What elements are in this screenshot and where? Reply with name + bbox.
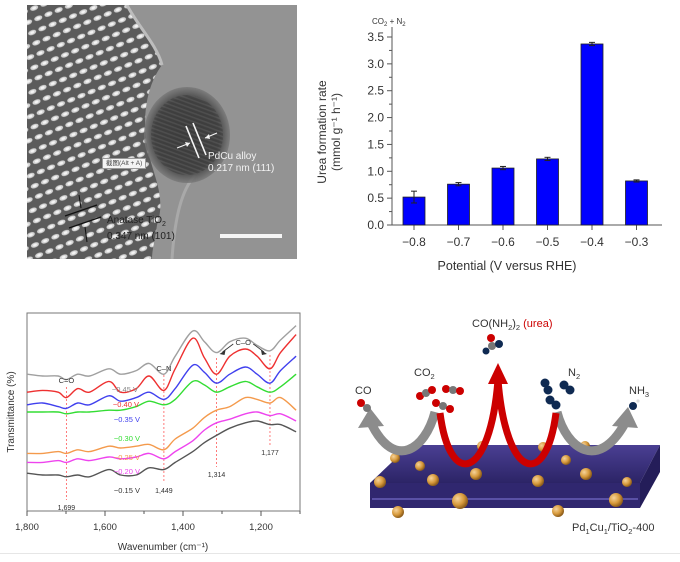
ir-series-line-1: [26, 334, 297, 399]
ir-series-line-5: [26, 411, 297, 464]
co-label: CO: [355, 385, 372, 397]
tem-micrograph-panel: PdCu alloy 0.217 nm (111) Anatase TiO2 0…: [27, 5, 297, 259]
ir-peak-label: 1,699: [58, 505, 76, 512]
pdcu-particles: [374, 441, 632, 518]
nh3-label: NH3: [629, 385, 649, 399]
co2-molecules: [416, 385, 464, 413]
ir-spectra-chart: 1,800 1,600 1,400 1,200 1,699 1,449 1,314 1,17…: [0, 300, 320, 557]
ir-ylabel: Transmittance (%): [6, 371, 17, 452]
anatase-tio2-label: Anatase TiO2 0.347 nm (101): [107, 215, 175, 243]
bar-y-tick-label: 1.5: [367, 137, 384, 151]
ir-co-arrow-left: [222, 343, 234, 353]
bar-x-tick-label: −0.8: [402, 235, 426, 249]
ir-x-tick-label: 1,600: [93, 522, 117, 533]
ir-series-label-2: −0.35 V: [114, 415, 140, 424]
bar-y-tick-label: 2.5: [367, 84, 384, 98]
ir-peak-label: 1,177: [261, 450, 279, 457]
scale-bar: [220, 234, 282, 238]
bar-y-tick-label: 3.0: [367, 57, 384, 71]
co-release-arrow: [367, 410, 440, 456]
co2-to-urea-arrow: [436, 379, 502, 468]
ir-series-label-4: −0.25 V: [114, 453, 140, 462]
ir-xlabel: Wavenumber (cm⁻¹): [118, 542, 208, 553]
tio2-label-sub: 2: [162, 221, 166, 228]
bar-chart-annotation: CO2 + N2: [372, 17, 406, 28]
ir-bond-label-co-double: C=O: [59, 376, 75, 385]
ir-bond-label-co-single: C–O: [236, 338, 252, 347]
n2-to-urea-arrow: [494, 379, 560, 468]
bar-y-tick-label: 0.0: [367, 218, 384, 232]
bar-2: [491, 167, 515, 226]
bar-y-tick-label: 1.0: [367, 164, 384, 178]
ir-peak-label: 1,449: [155, 488, 173, 495]
bar-y-tick-label: 0.5: [367, 191, 384, 205]
ir-series-line-4: [26, 396, 297, 455]
bar-chart-xlabel: Potential (V versus RHE): [438, 259, 577, 273]
n2-molecules: [540, 378, 575, 410]
reaction-scheme-svg: CO(NH2)2 (urea) CO CO2 N2 NH3 Pd1Cu1/TiO…: [355, 318, 660, 536]
ir-co-arrow-right: [253, 343, 265, 353]
ir-series-line-0: [26, 325, 297, 381]
ir-x-tick-label: 1,200: [249, 522, 273, 533]
bar-chart-svg: 0.0 0.5 1.0 1.5 2.0 2.5 3.0 3.5 −0.8 −0.7 −0.6 −0.5…: [315, 17, 662, 273]
ir-co-arrowhead-right: [260, 350, 267, 355]
ir-series-label-6: −0.15 V: [114, 486, 140, 495]
bar-x-tick-label: −0.7: [447, 235, 471, 249]
ir-series-line-2: [26, 355, 297, 410]
bar-x-tick-label: −0.3: [625, 235, 649, 249]
ir-series-label-5: −0.20 V: [114, 467, 140, 476]
co2-label: CO2: [414, 367, 435, 381]
bar-chart-ylabel-line2: (mmol g⁻¹ h⁻¹): [329, 93, 343, 171]
screenshot-tooltip: 截图(Alt + A): [102, 158, 147, 169]
bar-1: [447, 183, 470, 226]
ir-series-line-3: [27, 373, 297, 415]
ir-series-line-6: [26, 420, 297, 478]
bar-chart-ylabel-line1: Urea formation rate: [315, 80, 329, 184]
ir-series-label-3: −0.30 V: [114, 434, 140, 443]
tem-micrograph-image: [27, 5, 297, 259]
ir-bond-label-cn: C–N: [156, 364, 171, 373]
urea-rate-bar-chart: 0.0 0.5 1.0 1.5 2.0 2.5 3.0 3.5 −0.8 −0.7 −0.6 −0.5…: [300, 0, 680, 290]
bar-x-tick-label: −0.5: [536, 235, 560, 249]
catalyst-label: Pd1Cu1/TiO2-400: [572, 522, 654, 536]
bar-4: [580, 43, 604, 226]
bar-x-tick-label: −0.4: [580, 235, 604, 249]
bar-y-tick-label: 3.5: [367, 30, 384, 44]
bar-5: [625, 180, 648, 226]
tio2-crystal-region: [27, 5, 162, 259]
urea-molecule: [482, 334, 503, 355]
bar-3: [536, 158, 559, 226]
tio2-label-line1: Anatase TiO: [107, 215, 163, 226]
urea-label: CO(NH2)2 (urea): [472, 318, 552, 332]
ir-peak-label: 1,314: [208, 472, 226, 479]
page-divider: [0, 553, 680, 554]
pdcu-label-line2: 0.217 nm (111): [208, 163, 275, 174]
pdcu-label-line1: PdCu alloy: [208, 151, 257, 162]
bar-x-tick-label: −0.6: [491, 235, 515, 249]
ir-x-tick-label: 1,800: [15, 522, 39, 533]
ir-series-label-0: −0.45 V: [112, 385, 138, 394]
n2-label: N2: [568, 367, 580, 381]
ir-series-label-1: −0.40 V: [113, 400, 139, 409]
ir-co-arrowhead-left: [219, 350, 226, 355]
tio2-label-line2: 0.347 nm (101): [107, 231, 175, 242]
bar-y-tick-label: 2.0: [367, 111, 384, 125]
pdcu-alloy-label: PdCu alloy 0.217 nm (111): [208, 151, 274, 175]
ir-spectra-svg: 1,800 1,600 1,400 1,200 1,699 1,449 1,314 1,17…: [6, 312, 301, 553]
nh3-release-arrow: [552, 410, 628, 456]
co-molecule: [357, 399, 371, 412]
ir-x-tick-label: 1,400: [171, 522, 195, 533]
reaction-scheme: CO(NH2)2 (urea) CO CO2 N2 NH3 Pd1Cu1/TiO…: [340, 300, 680, 557]
nh3-molecule: [629, 399, 640, 410]
